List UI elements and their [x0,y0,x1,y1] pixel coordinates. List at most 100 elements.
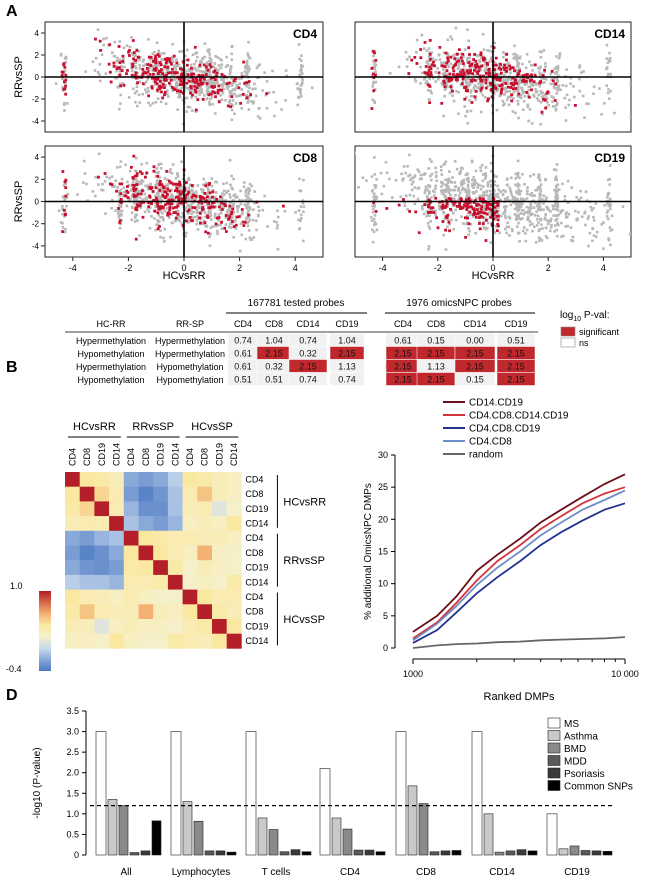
point-ns [447,191,450,194]
point-ns [515,191,519,195]
point-ns [204,181,208,185]
point-ns [114,179,117,182]
point-ns [469,91,473,94]
point-significant [141,82,145,86]
point-significant [485,61,489,65]
point-significant [402,198,405,201]
table-column-header: CD19 [335,319,358,329]
point-ns [607,97,611,100]
point-significant [132,57,135,61]
point-ns [453,53,457,56]
point-ns [138,196,141,199]
point-ns [552,86,556,89]
point-significant [195,86,199,90]
point-ns [489,183,493,187]
point-ns [556,68,560,71]
point-ns [165,68,169,72]
point-significant [443,65,447,69]
point-significant [175,71,179,75]
heatmap-cell [212,545,227,561]
point-significant [468,71,472,75]
x-tick-label: 2 [546,263,551,273]
point-ns [454,218,458,222]
point-ns [205,71,208,74]
point-ns [130,211,134,215]
y-tick-label: 1.5 [66,788,79,798]
point-ns [484,59,488,63]
point-ns [247,55,251,59]
point-significant [209,76,213,80]
point-significant [146,63,150,66]
point-ns [466,185,470,189]
point-ns [515,214,519,218]
point-significant [218,88,222,92]
point-ns [447,188,451,191]
point-ns [484,172,487,175]
point-significant [350,97,353,100]
point-ns [209,218,213,221]
point-ns [554,168,558,172]
point-significant [176,195,180,199]
point-ns [545,196,548,199]
point-ns [170,196,174,199]
point-ns [299,69,302,72]
point-ns [248,67,251,71]
point-ns [554,195,557,199]
bar-ms [471,731,483,856]
point-significant [181,80,185,84]
heatmap-column-label: CD4 [185,448,195,466]
legend-label: CD4.CD8.CD14.CD19 [469,411,569,422]
point-ns [538,239,541,243]
point-significant [179,77,183,80]
point-ns [448,179,452,183]
point-ns [169,235,172,239]
heatmap-cell [65,530,80,546]
point-ns [535,224,539,227]
point-ns [461,187,465,190]
heatmap-cell [123,472,139,487]
point-ns [299,92,303,95]
point-ns [509,78,513,82]
point-ns [519,86,523,90]
point-ns [555,92,559,95]
point-significant [150,186,154,189]
point-ns [227,85,231,88]
point-ns [193,66,196,70]
point-significant [185,63,189,67]
point-ns [515,88,518,92]
point-ns [518,56,522,60]
point-ns [565,211,568,214]
point-ns [571,239,575,243]
point-ns [141,198,144,201]
point-ns [176,191,180,195]
point-significant [204,230,208,234]
bar-common-snps [451,850,462,856]
point-ns [506,177,509,181]
point-ns [224,223,228,226]
point-ns [429,220,432,223]
point-significant [371,49,375,53]
category-label: T cells [262,867,291,878]
point-ns [518,73,522,77]
point-significant [225,82,229,86]
point-ns [208,210,211,214]
point-ns [233,92,236,96]
point-ns [100,53,104,57]
heatmap-cell [65,545,80,561]
point-significant [478,222,481,225]
point-ns [254,87,257,90]
point-ns [200,91,204,94]
table-value: 2.15 [394,349,412,359]
point-ns [297,87,301,91]
point-ns [427,62,430,66]
point-significant [126,191,130,194]
point-ns [608,226,612,229]
point-significant [215,198,219,201]
point-ns [121,194,125,197]
point-significant [160,85,163,89]
point-ns [540,72,543,76]
point-significant [510,99,514,103]
point-ns [525,82,528,85]
point-ns [240,233,244,237]
point-significant [459,197,463,200]
